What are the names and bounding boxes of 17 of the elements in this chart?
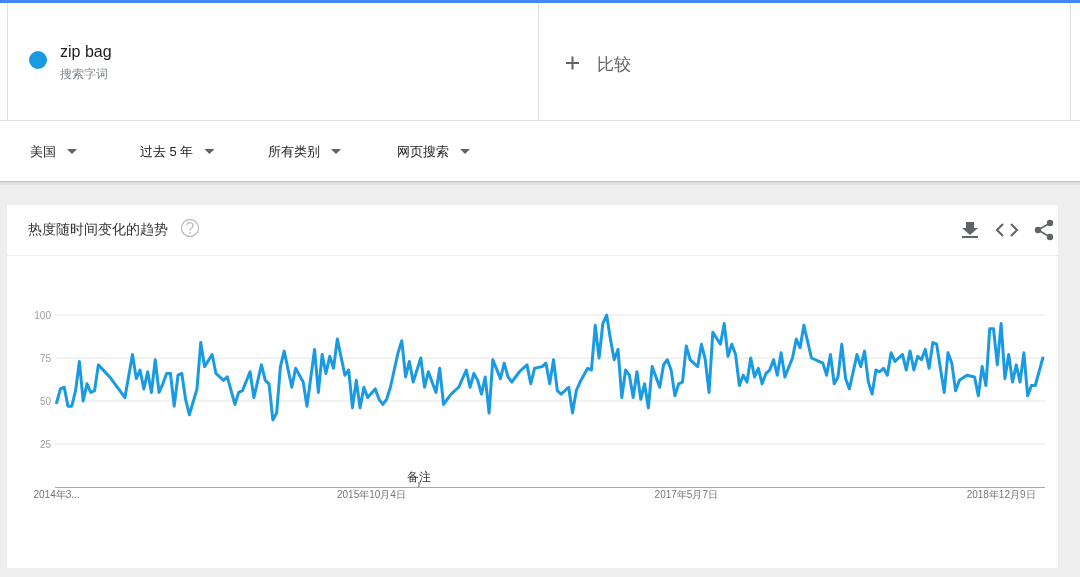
title: 热度随时间变化的趋势 [28,221,168,237]
legend-label: zip bag [60,43,112,60]
annotation: 所有类别 [268,144,320,159]
annotation: 美国 [30,144,56,159]
xtick: 2018年12月9日 [966,489,1036,500]
ytick: 75 [39,352,51,364]
annotation: 过去 5 年 [140,144,194,159]
xtick: 2014年3... [33,489,80,500]
xtick: 2015年10月4日 [337,489,406,500]
annotation: 网页搜索 [397,144,449,159]
annotation: 比较 [597,55,631,74]
ytick: 50 [39,395,51,407]
ytick: 25 [39,438,51,450]
annotation: 搜索字词 [60,67,108,81]
xtick: 2017年5月7日 [654,489,718,500]
ytick: 100 [34,309,51,321]
annotation: 备注 [407,470,431,484]
